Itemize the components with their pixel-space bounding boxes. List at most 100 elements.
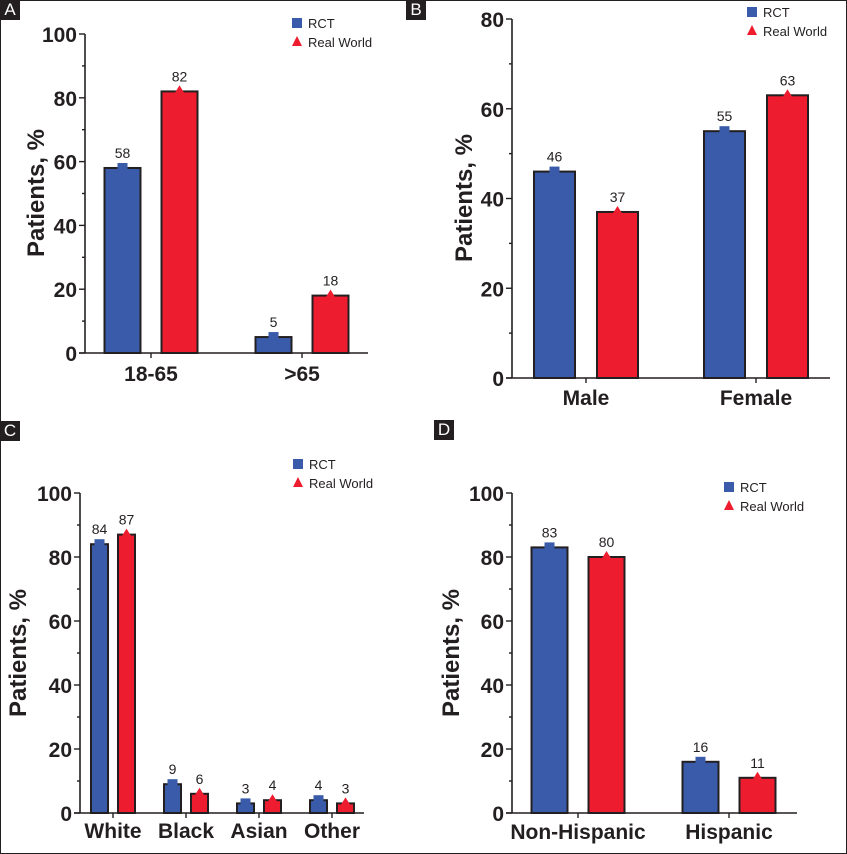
panel-a-marker-triangle xyxy=(174,85,185,94)
panel-d-bar-real-world xyxy=(738,776,777,814)
panel-c-y-tick-label: 60 xyxy=(49,611,72,634)
panel-c-y-tick-label: 20 xyxy=(49,739,72,762)
panel-d-y-tick-label: 40 xyxy=(481,675,504,698)
panel-b-data-label: 46 xyxy=(547,149,563,165)
panel-c-data-label: 4 xyxy=(315,777,323,793)
panel-b-y-tick-label: 60 xyxy=(481,99,504,122)
panel-d-category-label: Hispanic xyxy=(685,821,773,844)
panel-b-data-label: 63 xyxy=(780,72,796,88)
panel-c-marker-square xyxy=(313,795,324,804)
panel-d-marker-triangle xyxy=(752,771,763,780)
panel-b-category-label: Male xyxy=(563,387,610,410)
panel-a-data-label: 18 xyxy=(323,273,339,289)
panel-c-marker-square xyxy=(240,798,251,807)
panel-a-data-label: 58 xyxy=(115,145,131,161)
panel-c-bar-real-world xyxy=(190,792,209,814)
panel-d-data-label: 11 xyxy=(750,755,765,771)
panel-d-y-tick-label: 80 xyxy=(481,547,504,570)
panel-c-legend-rct-icon xyxy=(293,459,303,469)
panel-c-data-label: 87 xyxy=(119,512,135,528)
panel-c-y-tick-label: 80 xyxy=(49,547,72,570)
panel-b-bar-real-world xyxy=(596,210,639,379)
panel-a-y-tick-label: 80 xyxy=(54,88,77,111)
panel-b-data-label: 55 xyxy=(717,108,733,124)
panel-a-y-tick-label: 40 xyxy=(54,215,77,238)
panel-c-category-label: Asian xyxy=(230,820,287,843)
panel-b-marker-square xyxy=(719,126,730,135)
panel-d-legend-real-world-label: Real World xyxy=(740,499,804,514)
panel-d-data-label: 83 xyxy=(542,524,558,540)
panel-a-legend-rct-label: RCT xyxy=(308,16,335,31)
panel-b-y-axis-label: Patients, % xyxy=(451,134,478,262)
panel-c-data-label: 4 xyxy=(269,777,277,793)
panel-a-y-tick-label: 0 xyxy=(65,343,77,366)
panel-b-bar-real-world xyxy=(766,94,809,379)
panel-d-y-tick-label: 20 xyxy=(481,739,504,762)
panel-c-marker-triangle xyxy=(267,794,278,803)
panel-a-y-tick-label: 100 xyxy=(42,24,77,47)
panel-a-bar-real-world xyxy=(311,294,350,354)
panel-d-y-tick-label: 0 xyxy=(492,803,504,826)
panel-a-marker-square xyxy=(117,162,128,171)
panel-label-a: A xyxy=(0,0,20,20)
panel-d-y-axis-label: Patients, % xyxy=(438,589,465,717)
panel-d-bar-rct xyxy=(530,546,569,815)
panel-c-legend-real-world-label: Real World xyxy=(309,476,373,491)
panel-d-bar-rct xyxy=(681,760,720,814)
panel-b-bar-rct xyxy=(533,170,576,379)
panel-c-data-label: 84 xyxy=(92,521,108,537)
panel-b-legend-real-world-icon xyxy=(747,25,757,35)
panel-b-marker-triangle xyxy=(782,89,793,98)
panel-d-data-label: 80 xyxy=(599,534,615,550)
panel-b-legend-real-world-label: Real World xyxy=(763,24,827,39)
panel-c-bar-real-world xyxy=(117,533,136,814)
panel-c-y-axis-label: Patients, % xyxy=(5,589,32,717)
panel-b-bar-rct xyxy=(703,130,746,379)
panel-c-marker-triangle xyxy=(194,787,205,796)
panel-a-data-label: 82 xyxy=(172,68,188,84)
panel-a-category-label: >65 xyxy=(284,363,320,386)
panel-b-data-label: 37 xyxy=(610,189,626,205)
panel-c-bar-rct xyxy=(90,543,109,814)
panel-c-category-label: White xyxy=(84,820,141,843)
panel-b-y-tick-label: 40 xyxy=(481,189,504,212)
panel-c-data-label: 3 xyxy=(242,780,250,796)
panel-c-category-label: Other xyxy=(304,820,360,843)
panel-d-data-label: 16 xyxy=(693,739,709,755)
panel-b-y-tick-label: 0 xyxy=(492,368,504,391)
panel-c-category-label: Black xyxy=(158,820,214,843)
panel-b-y-tick-label: 20 xyxy=(481,278,504,301)
panel-c-data-label: 3 xyxy=(342,780,350,796)
panel-c-y-tick-label: 40 xyxy=(49,675,72,698)
panel-label-d: D xyxy=(434,420,454,440)
panel-d-legend-rct-icon xyxy=(724,482,734,492)
panel-d-marker-triangle xyxy=(601,551,612,559)
panel-b-legend-rct-icon xyxy=(747,7,757,17)
panel-c-y-tick-label: 0 xyxy=(60,803,72,826)
panel-a-legend-real-world-icon xyxy=(292,36,302,46)
panel-c-marker-triangle xyxy=(340,797,351,806)
panel-b-legend-rct-label: RCT xyxy=(763,5,790,20)
panel-c-legend-rct-label: RCT xyxy=(309,457,336,472)
panel-c-bar-rct xyxy=(163,783,182,815)
panel-a-y-tick-label: 20 xyxy=(54,279,77,302)
panel-a-marker-square xyxy=(268,332,279,341)
panel-c-data-label: 9 xyxy=(169,761,177,777)
panel-b-marker-triangle xyxy=(612,205,623,214)
panel-c-marker-triangle xyxy=(121,528,132,537)
panel-b-marker-square xyxy=(549,166,560,175)
panel-a-data-label: 5 xyxy=(270,314,278,330)
panel-a-y-tick-label: 60 xyxy=(54,152,77,175)
panel-d-y-tick-label: 60 xyxy=(481,611,504,634)
panel-d-marker-square xyxy=(544,542,555,551)
panel-d-marker-square xyxy=(695,756,706,765)
panel-a-bar-rct xyxy=(103,166,142,354)
panel-a-legend-real-world-label: Real World xyxy=(308,35,372,50)
panel-d-legend-rct-label: RCT xyxy=(740,480,767,495)
panel-a-category-label: 18-65 xyxy=(124,363,178,386)
panel-b-category-label: Female xyxy=(720,387,792,410)
panel-a-legend-rct-icon xyxy=(292,18,302,28)
panel-c-marker-square xyxy=(167,779,178,788)
panel-a-y-axis-label: Patients, % xyxy=(23,129,50,257)
